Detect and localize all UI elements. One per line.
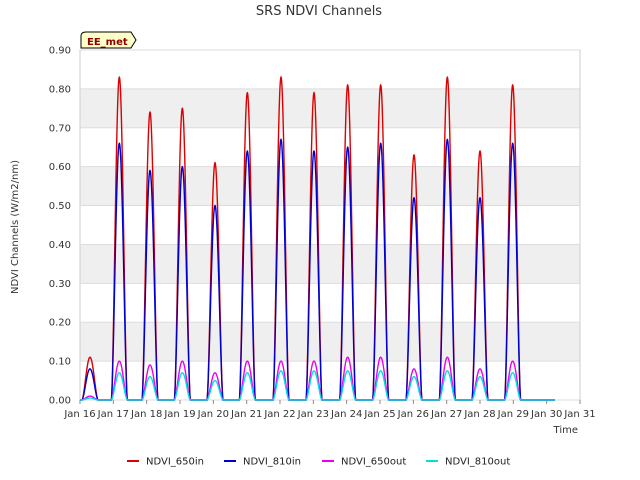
grid-band xyxy=(80,88,580,128)
x-tick-label: Jan 26 xyxy=(397,409,429,420)
y-tick-label: 0.60 xyxy=(49,162,71,173)
x-tick-label: Jan 19 xyxy=(163,409,195,420)
x-tick-label: Jan 17 xyxy=(97,409,129,420)
x-tick-label: Jan 27 xyxy=(430,409,462,420)
x-tick-labels: Jan 16 Jan 17 Jan 18 Jan 19 Jan 20 Jan 21 Jan … xyxy=(63,400,596,420)
x-tick-label: Jan 20 xyxy=(197,409,229,420)
y-tick-label: 0.20 xyxy=(49,318,71,329)
y-tick-label: 0.90 xyxy=(49,46,71,57)
y-tick-label: 0.50 xyxy=(49,201,71,212)
x-tick-label: Jan 16 xyxy=(63,409,95,420)
x-axis-title: Time xyxy=(553,425,578,436)
y-tick-label: 0.80 xyxy=(49,84,71,95)
legend-label: NDVI_810out xyxy=(445,457,510,468)
y-axis-title: NDVI Channels (W/m2/nm) xyxy=(10,160,21,294)
x-tick-label: Jan 29 xyxy=(497,409,529,420)
x-tick-label: Jan 28 xyxy=(463,409,495,420)
y-tick-label: 0.10 xyxy=(49,357,71,368)
y-tick-label: 0.40 xyxy=(49,240,71,251)
site-badge: EE_met xyxy=(80,31,137,49)
grid-band xyxy=(80,322,580,362)
grid-band xyxy=(80,166,580,206)
legend: NDVI_650in NDVI_810in NDVI_650out NDVI_810o… xyxy=(127,457,510,468)
x-tick-label: Jan 21 xyxy=(230,409,262,420)
y-tick-label: 0.30 xyxy=(49,279,71,290)
x-tick-label: Jan 18 xyxy=(130,409,162,420)
y-tick-labels: 0.00 0.10 0.20 0.30 0.40 0.50 0.60 0.70 0.80 0.90 xyxy=(49,46,71,407)
x-tick-label: Jan 30 xyxy=(530,409,562,420)
badge-label: EE_met xyxy=(87,37,128,48)
badge-shape xyxy=(80,31,137,49)
series-line-ndvi-810out xyxy=(80,370,555,401)
legend-label: NDVI_650out xyxy=(341,457,406,468)
grid-band xyxy=(80,244,580,284)
series-lines xyxy=(80,75,555,401)
chart-title: SRS NDVI Channels xyxy=(256,4,382,19)
x-tick-label: Jan 25 xyxy=(363,409,395,420)
legend-label: NDVI_810in xyxy=(243,457,301,468)
x-tick-label: Jan 24 xyxy=(330,409,362,420)
y-tick-label: 0.00 xyxy=(49,396,71,407)
plot-background-bands xyxy=(80,50,580,400)
x-tick-label: Jan 31 xyxy=(563,409,595,420)
x-tick-label: Jan 23 xyxy=(297,409,329,420)
x-tick-label: Jan 22 xyxy=(263,409,295,420)
legend-label: NDVI_650in xyxy=(146,457,204,468)
y-tick-label: 0.70 xyxy=(49,123,71,134)
